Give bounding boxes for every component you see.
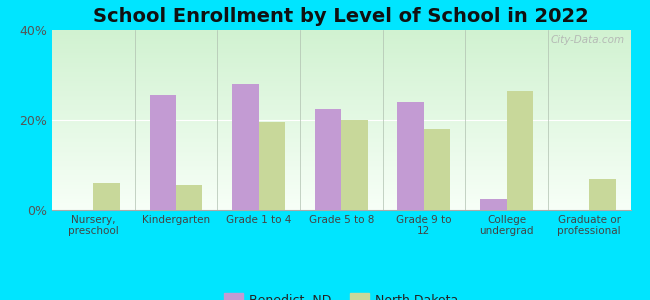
Bar [150,95,176,210]
Bar [397,102,424,210]
Bar [259,122,285,210]
Bar [94,183,120,210]
Bar [315,109,341,210]
Text: City-Data.com: City-Data.com [551,35,625,45]
Bar [506,91,533,210]
Bar [589,178,616,210]
Title: School Enrollment by Level of School in 2022: School Enrollment by Level of School in … [94,7,589,26]
Bar [424,129,450,210]
Bar [232,84,259,210]
Legend: Benedict, ND, North Dakota: Benedict, ND, North Dakota [219,288,463,300]
Bar [480,199,506,210]
Bar [341,120,368,210]
Bar [176,185,202,210]
